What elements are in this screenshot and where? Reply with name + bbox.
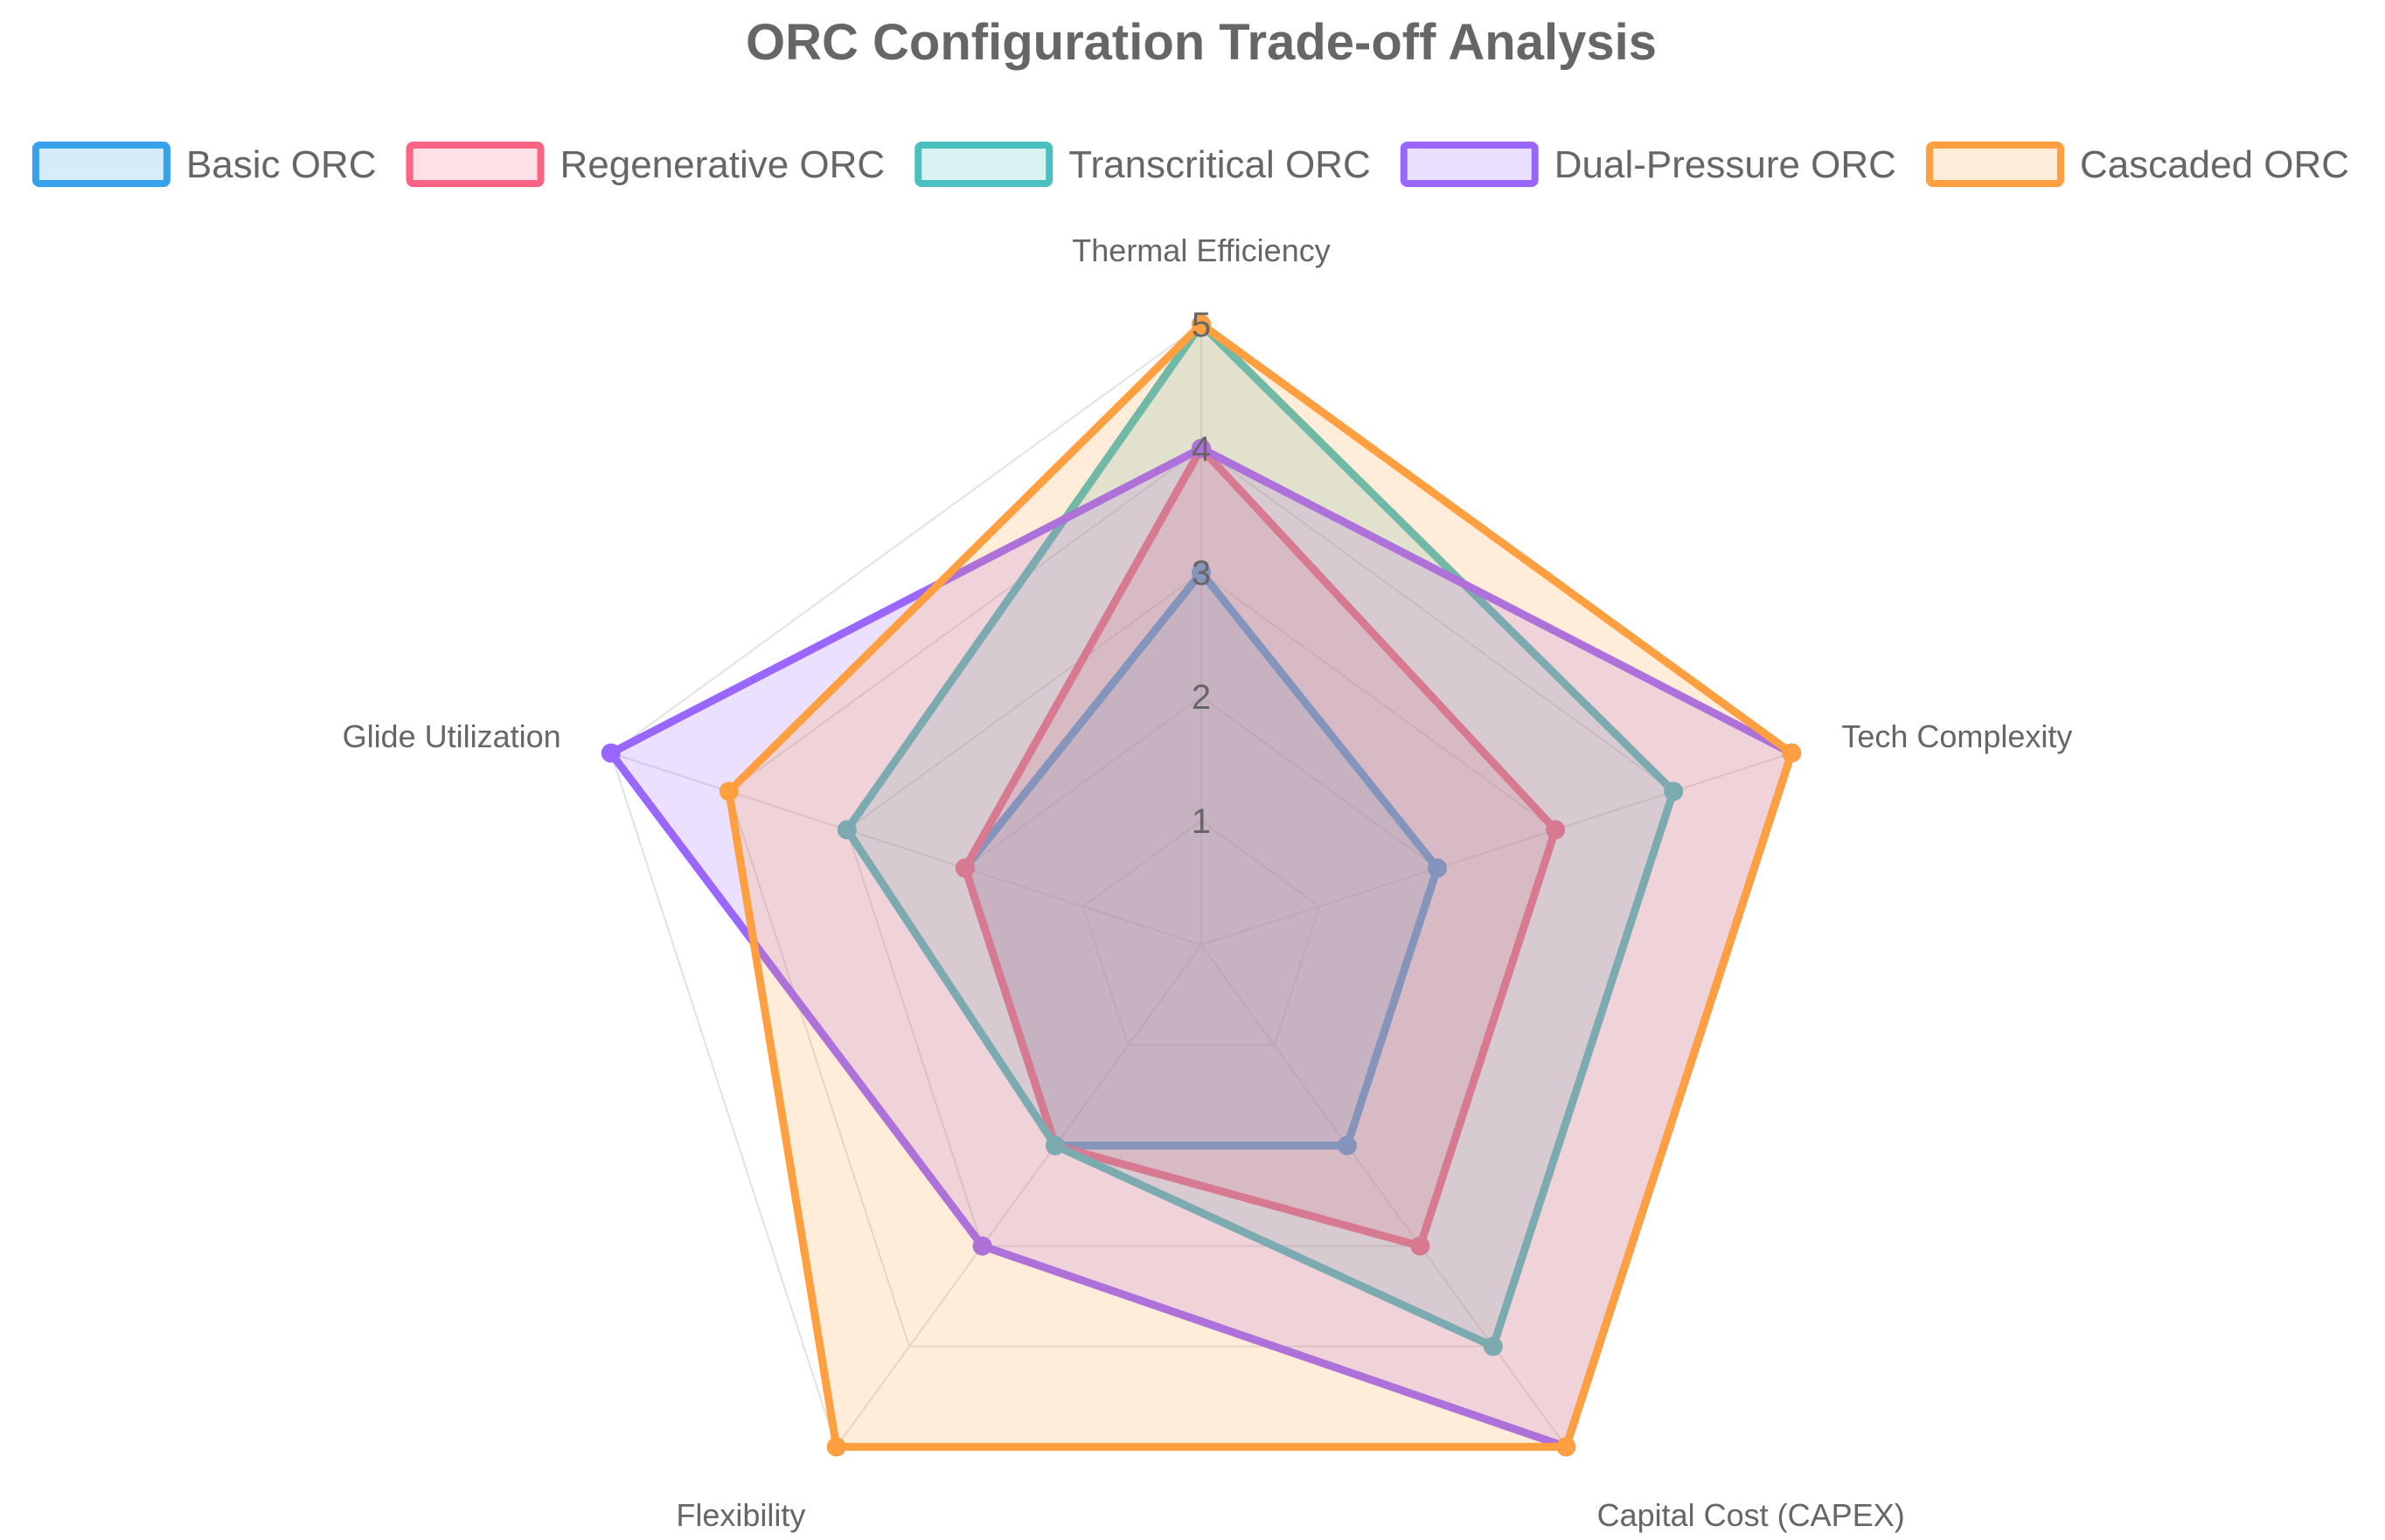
data-point-1-4[interactable] [955,858,975,878]
axis-label-0: Thermal Efficiency [1072,232,1330,268]
series-0 [955,563,1448,1155]
data-point-3-4[interactable] [601,743,621,763]
data-point-0-2[interactable] [1337,1135,1357,1155]
series-4 [719,315,1802,1457]
legend-item-3[interactable]: Dual-Pressure ORC [1400,142,1896,187]
series-area-2 [843,320,1678,1351]
axis-label-2: Capital Cost (CAPEX) [1597,1497,1905,1533]
data-point-2-4[interactable] [837,820,857,840]
axis-label-1: Tech Complexity [1841,718,2072,754]
data-point-2-2[interactable] [1483,1336,1503,1356]
tick-label-1: 1 [1192,802,1211,841]
chart-title: ORC Configuration Trade-off Analysis [746,14,1657,71]
spoke-3 [835,944,1202,1447]
series-area-3 [607,444,1796,1451]
legend-swatch-2 [914,142,1053,187]
legend-item-2[interactable]: Transcritical ORC [914,142,1371,187]
series-layer [601,315,1802,1457]
legend-item-4[interactable]: Cascaded ORC [1925,142,2349,187]
data-point-3-3[interactable] [972,1236,992,1256]
grid-ring-1 [1081,819,1321,1046]
legend-label-1: Regenerative ORC [560,143,885,186]
series-area-4 [725,320,1796,1451]
data-point-4-4[interactable] [719,781,739,801]
legend: Basic ORC Regenerative ORC Transcritical O… [31,142,2349,187]
data-point-4-0[interactable] [1192,315,1211,334]
data-point-4-2[interactable] [1556,1437,1576,1457]
data-point-4-3[interactable] [826,1437,846,1457]
data-point-0-1[interactable] [1428,858,1448,878]
spoke-4 [610,752,1202,946]
data-point-2-1[interactable] [1664,781,1684,801]
series-2 [837,315,1684,1356]
spoke-2 [1200,944,1568,1447]
tick-label-4: 4 [1192,430,1211,468]
axis-labels: Thermal Efficiency Tech Complexity Capital… [343,232,2073,1533]
tick-label-5: 5 [1192,306,1211,344]
tick-label-3: 3 [1192,554,1211,593]
legend-label-4: Cascaded ORC [2080,143,2349,186]
tick-label-2: 2 [1192,678,1211,717]
legend-swatch-4 [1925,142,2064,187]
legend-item-1[interactable]: Regenerative ORC [406,142,885,187]
data-point-1-2[interactable] [1410,1236,1430,1256]
legend-label-3: Dual-Pressure ORC [1554,143,1896,186]
axis-label-4: Glide Utilization [343,718,561,754]
series-area-0 [961,568,1442,1150]
grid-ring-4 [727,447,1675,1348]
series-area-1 [961,444,1560,1251]
data-point-4-1[interactable] [1782,743,1802,763]
legend-item-0[interactable]: Basic ORC [31,142,377,187]
legend-swatch-0 [31,142,170,187]
data-point-2-3[interactable] [1046,1135,1066,1155]
grid-ring-3 [845,571,1557,1247]
legend-swatch-1 [406,142,545,187]
legend-label-0: Basic ORC [186,143,377,186]
legend-swatch-3 [1400,142,1539,187]
axis-label-3: Flexibility [676,1497,805,1533]
legend-label-2: Transcritical ORC [1068,143,1371,186]
data-point-1-1[interactable] [1546,820,1566,840]
data-point-0-0[interactable] [1192,563,1211,582]
data-point-3-0[interactable] [1192,439,1211,458]
spoke-1 [1200,752,1792,946]
tick-labels: 1 2 3 4 5 [1192,306,1211,841]
